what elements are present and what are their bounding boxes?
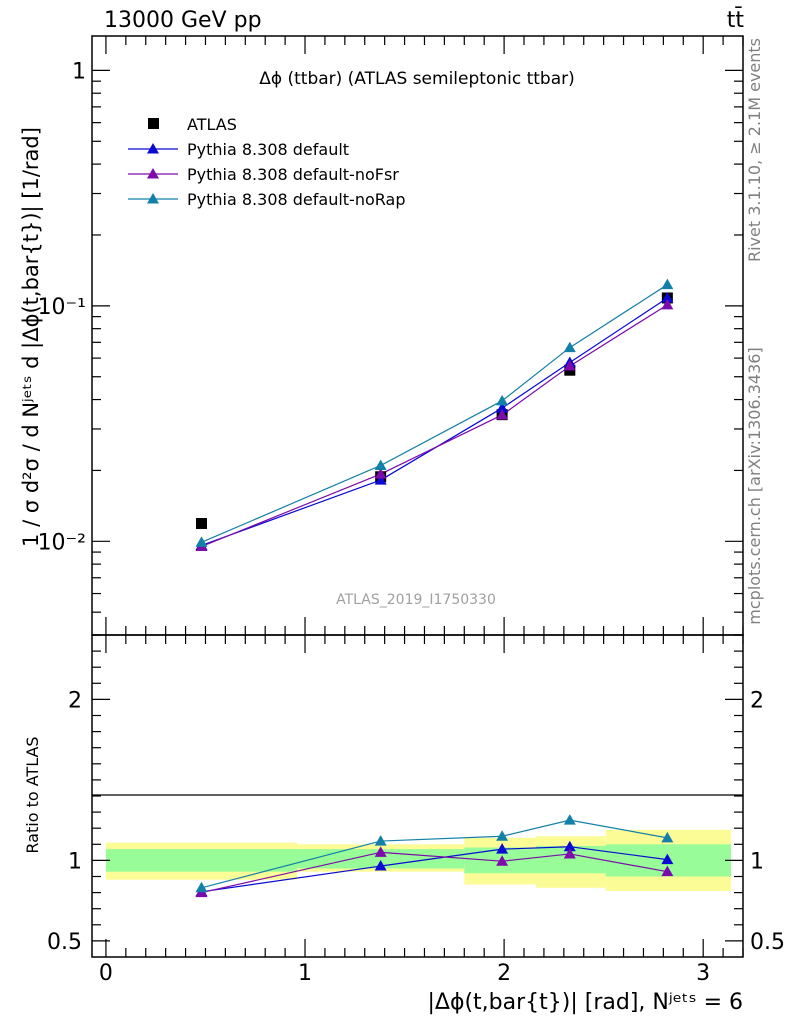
x-axis: 0 1 2 3 [99, 36, 744, 986]
ratio-point-default-norap [661, 831, 674, 843]
main-ticks: 10⁻² 10⁻¹ 1 [38, 59, 743, 636]
x-tick-label: 2 [497, 961, 511, 986]
ratio-point-default-norap [195, 881, 208, 893]
data-point-default-norap [563, 341, 576, 353]
ratio-y-tick-label-right: 2 [750, 688, 764, 713]
x-tick-label: 3 [696, 961, 710, 986]
watermark: ATLAS_2019_I1750330 [336, 592, 496, 608]
legend-marker-default [147, 143, 159, 154]
data-point-default [661, 291, 674, 303]
data-point-default-nofsr [563, 360, 576, 371]
legend-label-default-nofsr: Pythia 8.308 default-noFsr [187, 165, 399, 184]
data-point-default-norap [195, 536, 208, 547]
series-line-default-norap [201, 284, 668, 543]
process-label: tt̄ [727, 7, 745, 33]
legend-marker-default-nofsr [147, 168, 159, 179]
ratio-ticks: 0.5 0.5 1 1 2 2 [47, 634, 785, 955]
data-point-default [496, 402, 509, 413]
data-point-default-norap [496, 394, 509, 406]
y-tick-label: 1 [72, 59, 86, 84]
y-tick-label: 10⁻¹ [38, 295, 86, 320]
ratio-point-default [374, 860, 387, 871]
energy-label: 13000 GeV pp [104, 8, 262, 33]
ratio-ylabel: Ratio to ATLAS [23, 736, 42, 853]
ratio-point-default-nofsr [496, 855, 509, 866]
ratio-point-default [661, 853, 674, 865]
source-label: mcplots.cern.ch [arXiv:1306.3436] [745, 347, 764, 624]
x-axis-label: |Δϕ(t,bar{t})| [rad], Nʲᵉᵗˢ = 6 [427, 990, 743, 1015]
y-tick-label: 10⁻² [38, 530, 86, 555]
legend-marker-atlas [148, 118, 159, 129]
data-point-default-nofsr [496, 408, 509, 420]
ratio-y-tick-label-right: 0.5 [750, 930, 785, 955]
ratio-band-inner [105, 849, 298, 872]
series-line-default [201, 297, 668, 547]
ratio-panel: 0.5 0.5 1 1 2 2 Ratio to ATLAS [23, 634, 785, 958]
ratio-y-tick-label-left: 0.5 [47, 930, 82, 955]
ratio-y-tick-label-left: 2 [68, 688, 82, 713]
series-line-default-nofsr [201, 304, 668, 548]
ratio-point-default-nofsr [661, 865, 674, 877]
ratio-series [195, 814, 674, 898]
main-ylabel: 1 / σ d²σ / d Nʲᵉᵗˢ d |Δϕ(t,bar{t})| [1/… [19, 127, 44, 547]
data-point-atlas [195, 518, 207, 530]
ratio-point-default-norap [496, 830, 509, 841]
legend: ATLAS Pythia 8.308 default Pythia 8.308 de… [128, 115, 405, 209]
ratio-point-default-norap [374, 835, 387, 846]
ratio-y-tick-label-right: 1 [750, 849, 764, 874]
data-point-default-nofsr [374, 468, 387, 479]
legend-marker-default-norap [147, 193, 159, 204]
x-tick-label: 0 [99, 961, 113, 986]
rivet-label: Rivet 3.1.10, ≥ 2.1M events [745, 38, 764, 262]
main-panel: Δϕ (ttbar) (ATLAS semileptonic ttbar) AT… [19, 35, 744, 636]
ratio-point-default-norap [563, 814, 576, 825]
legend-label-atlas: ATLAS [187, 115, 237, 134]
data-point-default [374, 474, 387, 485]
ratio-frame [91, 634, 744, 958]
ratio-y-tick-label-left: 1 [68, 849, 82, 874]
ratio-band-inner [297, 849, 465, 869]
legend-label-default: Pythia 8.308 default [187, 140, 349, 159]
data-point-default-norap [374, 459, 387, 470]
ratio-point-default-nofsr [563, 847, 576, 859]
data-point-default-norap [661, 278, 674, 290]
x-tick-label: 1 [298, 961, 312, 986]
ratio-point-default-nofsr [374, 846, 387, 857]
legend-label-default-norap: Pythia 8.308 default-noRap [187, 190, 405, 209]
ratio-point-default [563, 840, 576, 852]
ratio-point-default [496, 843, 509, 854]
plot-title: Δϕ (ttbar) (ATLAS semileptonic ttbar) [259, 69, 575, 89]
data-point-default-nofsr [661, 298, 674, 310]
main-series [195, 278, 674, 552]
